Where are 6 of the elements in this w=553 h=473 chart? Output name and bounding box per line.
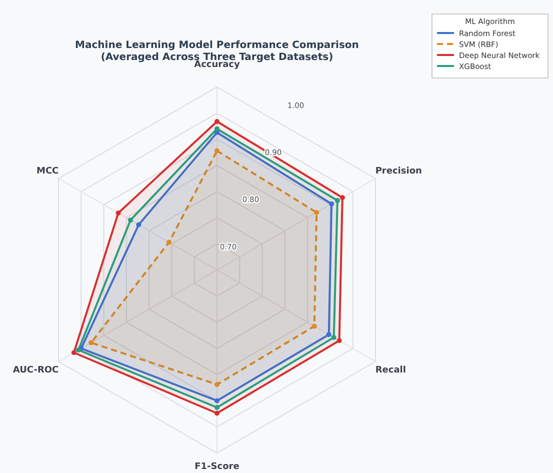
spoke-label: F1-Score [194,462,240,472]
spoke-label: Precision [375,166,422,176]
spoke-label: AUC-ROC [12,366,60,376]
spoke-label: Recall [375,366,406,376]
spoke-label: MCC [36,166,60,176]
spoke-label: Accuracy [194,60,240,70]
